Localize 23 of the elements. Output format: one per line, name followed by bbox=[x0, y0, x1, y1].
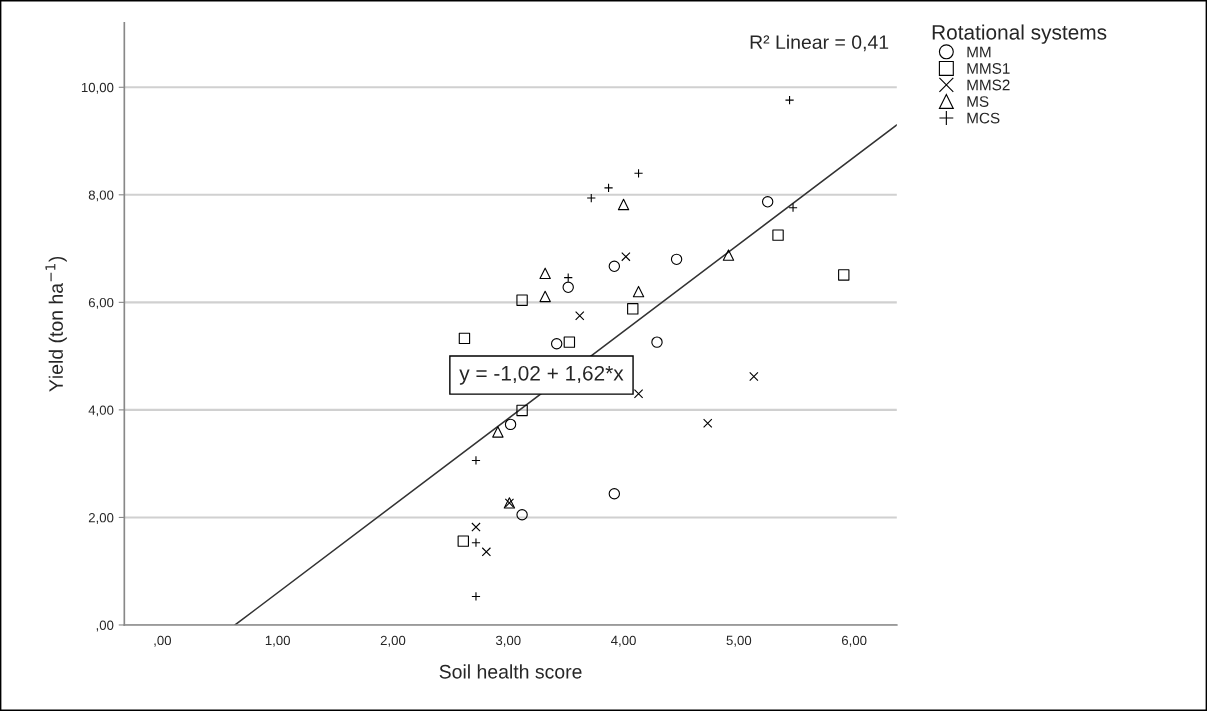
x-tick-label: 2,00 bbox=[380, 635, 406, 647]
y-tick-label: 6,00 bbox=[88, 297, 114, 309]
x-tick-label: 3,00 bbox=[495, 635, 521, 647]
y-tick-label: ,00 bbox=[96, 620, 114, 632]
legend-label: MCS bbox=[967, 112, 1000, 124]
y-tick-label: 2,00 bbox=[88, 513, 114, 524]
legend-title: Rotational systems bbox=[932, 24, 1107, 44]
legend-label: MS bbox=[967, 96, 989, 107]
x-tick-label: 6,00 bbox=[841, 635, 867, 647]
annotation: R² Linear = 0,41 bbox=[750, 34, 889, 52]
y-tick-label: 4,00 bbox=[88, 405, 114, 417]
y-tick-label: 8,00 bbox=[88, 190, 114, 202]
x-tick-label: 1,00 bbox=[265, 635, 290, 647]
legend-label: MM bbox=[967, 46, 991, 58]
legend-label: MMS1 bbox=[967, 63, 1010, 74]
x-tick-label: 5,00 bbox=[726, 635, 752, 647]
y-axis-title: Yield (ton ha$^{−1}$) bbox=[45, 256, 67, 392]
x-tick-label: 4,00 bbox=[611, 635, 636, 647]
y-tick-label: 10,00 bbox=[81, 82, 114, 94]
x-tick-label: ,00 bbox=[154, 635, 172, 647]
x-axis-title: Soil health score bbox=[439, 664, 582, 679]
legend-label: MMS2 bbox=[967, 79, 1010, 91]
annotation: y = -1,02 + 1,62*x bbox=[459, 365, 624, 385]
